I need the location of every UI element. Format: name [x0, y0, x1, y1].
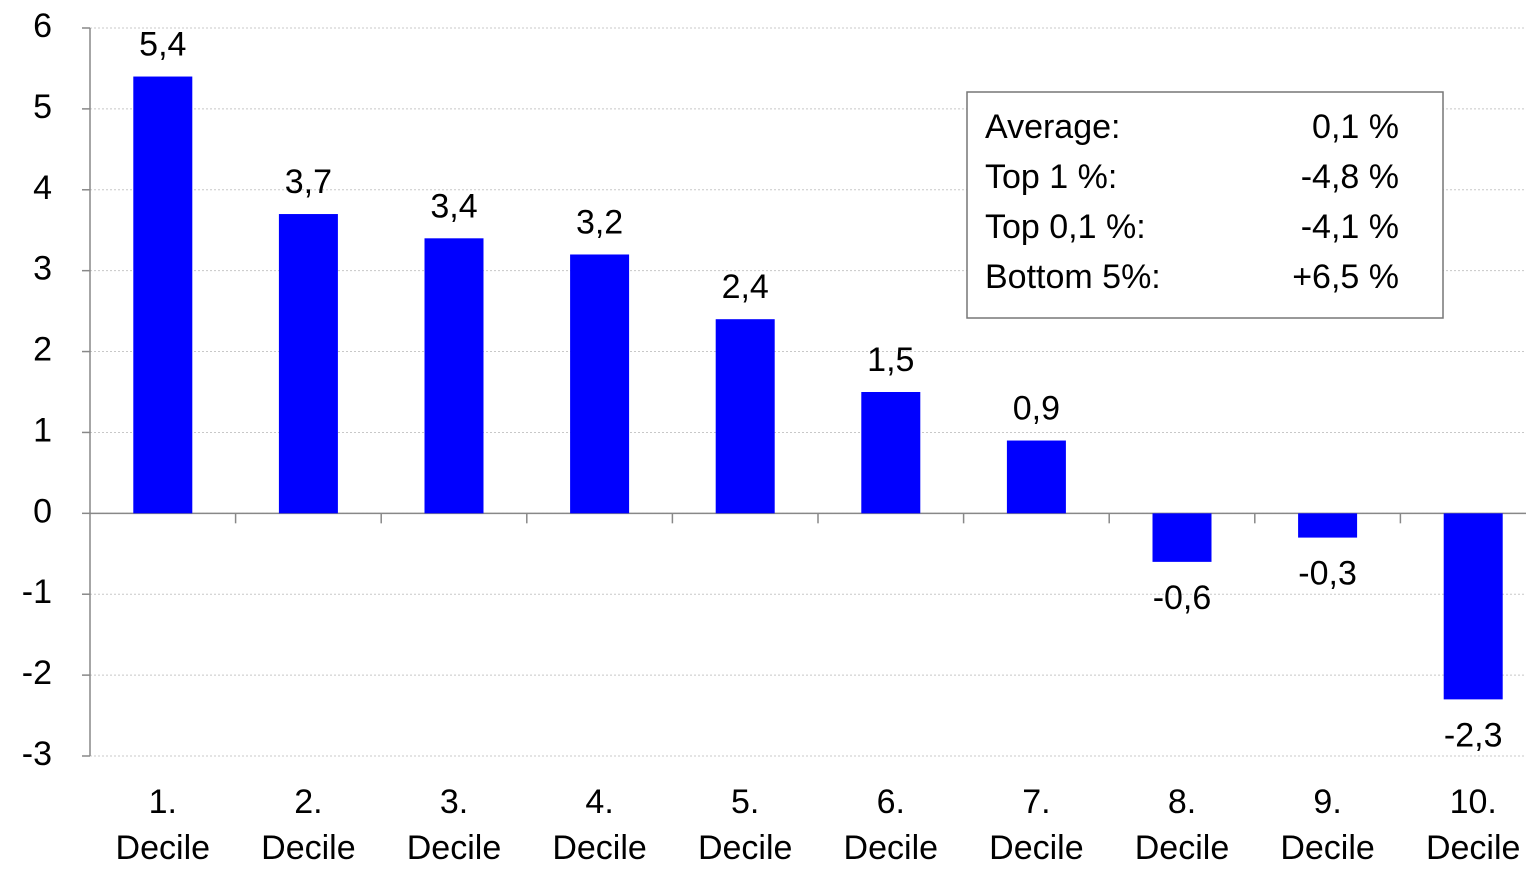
annotation-label: Average:	[985, 108, 1120, 146]
y-tick-label: 4	[33, 169, 52, 207]
annotation-value: 0,1 %	[1312, 108, 1399, 146]
bar	[133, 76, 193, 514]
x-tick-label: 6. Decile	[844, 783, 938, 867]
y-tick-label: 5	[33, 88, 52, 126]
bar	[861, 392, 921, 514]
x-tick-label: 10. Decile	[1426, 783, 1520, 867]
data-label: -0,6	[1153, 579, 1212, 617]
x-tick-label: 5. Decile	[698, 783, 792, 867]
x-tick-label: 2. Decile	[261, 783, 355, 867]
y-tick-label: 1	[33, 411, 52, 449]
x-tick-label: 8. Decile	[1135, 783, 1229, 867]
bar	[1006, 440, 1066, 514]
data-label: 3,7	[285, 163, 332, 201]
annotation-label: Top 0,1 %:	[985, 208, 1146, 246]
bar	[715, 319, 775, 514]
bar	[1443, 513, 1503, 700]
data-label: 2,4	[722, 268, 769, 306]
annotation-value: -4,8 %	[1301, 158, 1399, 196]
annotation-value: -4,1 %	[1301, 208, 1399, 246]
data-label: 3,2	[576, 203, 623, 241]
data-label: 1,5	[867, 341, 914, 379]
bar	[424, 238, 484, 514]
annotation-label: Top 1 %:	[985, 158, 1117, 196]
annotation-label: Bottom 5%:	[985, 258, 1161, 296]
x-tick-label: 4. Decile	[552, 783, 646, 867]
annotation-value: +6,5 %	[1292, 258, 1399, 296]
y-tick-label: -3	[22, 735, 52, 773]
data-label: 3,4	[430, 187, 477, 225]
y-tick-label: 6	[33, 7, 52, 45]
annotation-box: Average: 0,1 % Top 1 %: -4,8 % Top 0,1 %: -4,…	[966, 91, 1444, 319]
y-tick-label: -1	[22, 573, 52, 611]
bar	[570, 254, 630, 514]
y-tick-label: -2	[22, 654, 52, 692]
x-tick-label: 3. Decile	[407, 783, 501, 867]
data-label: -0,3	[1298, 555, 1357, 593]
x-tick-label: 1. Decile	[116, 783, 210, 867]
y-tick-label: 2	[33, 331, 52, 369]
bar	[1298, 513, 1358, 538]
data-label: -2,3	[1444, 716, 1503, 754]
x-tick-label: 7. Decile	[989, 783, 1083, 867]
x-tick-label: 9. Decile	[1280, 783, 1374, 867]
y-tick-label: 0	[33, 492, 52, 530]
bar	[1152, 513, 1212, 562]
bar	[278, 214, 338, 514]
data-label: 5,4	[139, 26, 186, 64]
data-label: 0,9	[1013, 390, 1060, 428]
y-tick-label: 3	[33, 250, 52, 288]
annotation-frame	[966, 91, 1444, 319]
